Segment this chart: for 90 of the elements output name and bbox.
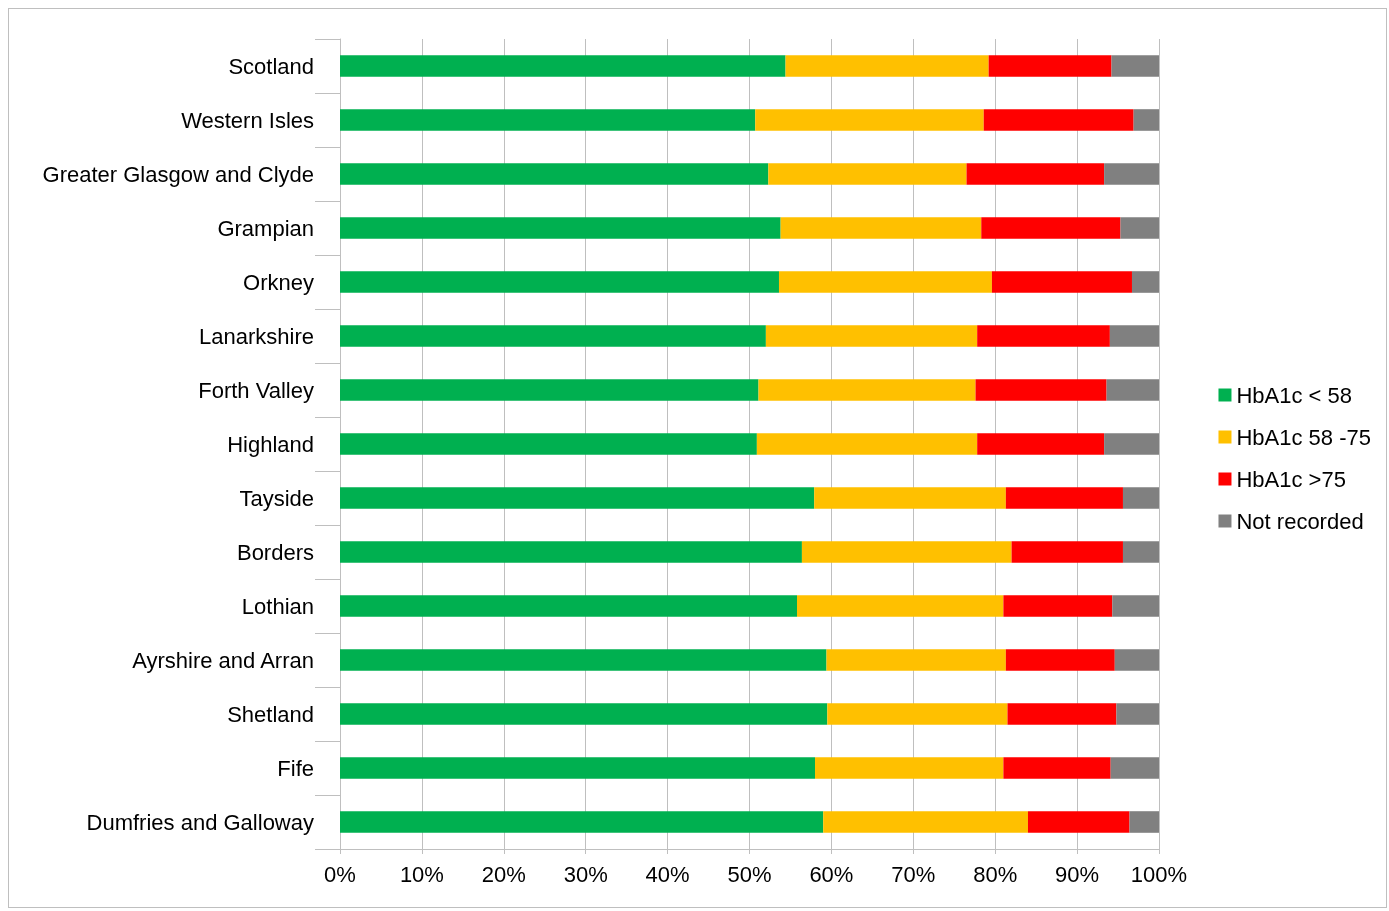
x-tick-label: 50% — [727, 861, 772, 887]
x-tick-label: 80% — [973, 861, 1018, 887]
bar — [340, 109, 756, 131]
bar — [797, 595, 1004, 617]
y-tick-label: Grampian — [217, 215, 314, 241]
x-tick-label: 0% — [324, 861, 356, 887]
bar — [1109, 325, 1159, 347]
bar — [814, 487, 1006, 509]
y-tick-label: Forth Valley — [198, 377, 314, 403]
bar — [981, 217, 1121, 239]
bar — [827, 703, 1008, 725]
y-tick-label: Shetland — [227, 701, 314, 727]
x-tick-label: 60% — [809, 861, 854, 887]
bar — [1003, 595, 1113, 617]
bar — [340, 379, 759, 401]
y-tick-label: Lothian — [241, 593, 314, 619]
bar — [340, 811, 824, 833]
bar — [340, 163, 769, 185]
bar — [1114, 649, 1159, 671]
y-tick-label: Highland — [227, 431, 314, 457]
bar — [826, 649, 1006, 671]
y-tick-label: Greater Glasgow and Clyde — [42, 161, 314, 187]
y-tick-label: Ayrshire and Arran — [132, 647, 314, 673]
y-tick-label: Orkney — [243, 269, 314, 295]
bar — [815, 757, 1004, 779]
legend-label: HbA1c 58 -75 — [1236, 424, 1372, 450]
bar — [988, 55, 1112, 77]
bar — [1027, 811, 1130, 833]
y-tick-label: Scotland — [228, 53, 314, 79]
bar — [340, 595, 797, 617]
bar — [977, 433, 1105, 455]
bar — [1104, 163, 1159, 185]
bar — [340, 325, 766, 347]
y-tick-label: Fife — [277, 755, 314, 781]
bar — [975, 379, 1107, 401]
bar — [991, 271, 1132, 293]
bar — [1104, 433, 1159, 455]
x-tick-label: 90% — [1055, 861, 1100, 887]
x-tick-label: 40% — [645, 861, 690, 887]
bar — [1005, 487, 1123, 509]
bar — [756, 433, 978, 455]
bar — [1106, 379, 1159, 401]
bar — [1131, 271, 1159, 293]
bar — [977, 325, 1110, 347]
x-tick-label: 30% — [563, 861, 608, 887]
bar — [755, 109, 984, 131]
y-tick-label: Dumfries and Galloway — [86, 809, 314, 835]
bar — [1111, 55, 1159, 77]
bar — [1129, 811, 1159, 833]
bar — [1003, 757, 1111, 779]
y-tick-label: Borders — [236, 539, 314, 565]
bar — [340, 487, 815, 509]
bar — [1011, 541, 1123, 563]
bar — [1005, 649, 1115, 671]
bar — [340, 271, 779, 293]
x-tick-label: 100% — [1130, 861, 1188, 887]
bar — [1122, 541, 1159, 563]
x-tick-label: 70% — [891, 861, 936, 887]
legend-label: Not recorded — [1236, 508, 1364, 534]
bar — [1116, 703, 1159, 725]
bar — [340, 757, 816, 779]
bar — [823, 811, 1028, 833]
x-tick-label: 20% — [481, 861, 526, 887]
bar — [1120, 217, 1159, 239]
bar — [778, 271, 992, 293]
y-tick-label: Tayside — [239, 485, 314, 511]
x-tick-label: 10% — [399, 861, 444, 887]
bar — [785, 55, 989, 77]
legend-label: HbA1c < 58 — [1236, 382, 1353, 408]
bar — [340, 649, 827, 671]
bar — [1110, 757, 1159, 779]
bar — [966, 163, 1105, 185]
y-tick-label: Lanarkshire — [199, 323, 314, 349]
bar — [340, 541, 802, 563]
bar — [340, 55, 786, 77]
bar — [340, 703, 828, 725]
bar — [768, 163, 967, 185]
bar — [1133, 109, 1159, 131]
bar — [1122, 487, 1159, 509]
legend-label: HbA1c >75 — [1236, 466, 1346, 492]
bar — [983, 109, 1134, 131]
bar — [765, 325, 978, 347]
bar — [758, 379, 976, 401]
y-tick-label: Western Isles — [181, 107, 314, 133]
bar — [780, 217, 982, 239]
bar — [340, 217, 781, 239]
bar — [1112, 595, 1159, 617]
bar — [801, 541, 1012, 563]
bar — [1007, 703, 1117, 725]
bar — [340, 433, 757, 455]
